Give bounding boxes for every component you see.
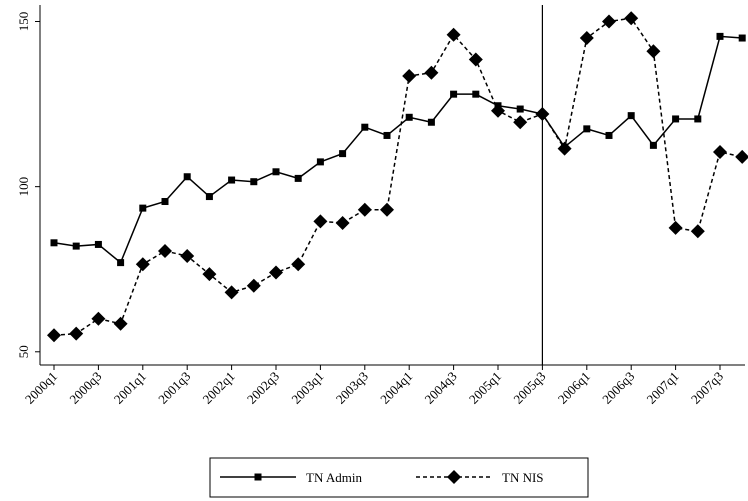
marker — [690, 224, 705, 239]
x-tick-label: 2005q3 — [510, 369, 548, 407]
marker — [269, 265, 283, 280]
marker — [335, 215, 350, 230]
marker — [646, 44, 661, 59]
marker — [205, 193, 213, 201]
marker — [405, 113, 413, 121]
marker — [361, 123, 369, 131]
legend-marker — [447, 470, 461, 484]
marker — [180, 249, 195, 264]
marker — [627, 112, 635, 120]
marker — [535, 106, 550, 121]
marker — [472, 90, 480, 98]
marker — [446, 27, 461, 42]
x-tick-label: 2003q1 — [288, 369, 326, 407]
marker — [383, 131, 391, 139]
marker — [50, 239, 58, 247]
marker — [380, 202, 394, 217]
legend-label: TN Admin — [306, 470, 362, 485]
marker — [254, 473, 262, 481]
marker — [605, 131, 613, 139]
marker — [735, 149, 748, 164]
marker — [161, 198, 169, 206]
x-tick-label: 2007q3 — [688, 369, 726, 407]
marker — [135, 257, 150, 272]
marker — [250, 178, 258, 186]
x-tick-label: 2003q3 — [333, 369, 371, 407]
marker — [402, 69, 417, 84]
marker — [246, 278, 261, 293]
x-tick-label: 2007q1 — [644, 369, 682, 407]
marker — [716, 32, 724, 40]
legend-label: TN NIS — [502, 470, 544, 485]
marker — [228, 176, 236, 184]
marker — [69, 326, 84, 341]
marker — [713, 144, 727, 159]
marker — [313, 214, 328, 229]
marker — [272, 168, 280, 176]
marker — [339, 150, 347, 158]
marker — [183, 173, 191, 181]
y-tick-label: 100 — [16, 177, 31, 197]
legend-box — [209, 457, 589, 498]
marker — [668, 220, 683, 235]
marker — [202, 267, 217, 282]
x-tick-label: 2002q1 — [200, 369, 238, 407]
x-tick-label: 2004q1 — [377, 369, 415, 407]
marker — [738, 34, 746, 42]
x-tick-label: 2005q1 — [466, 369, 504, 407]
x-tick-label: 2006q3 — [599, 369, 637, 407]
marker — [294, 174, 302, 182]
series-line — [53, 17, 743, 337]
marker — [113, 316, 128, 331]
marker — [694, 115, 702, 123]
marker — [72, 242, 80, 250]
marker — [579, 31, 594, 46]
x-tick-label: 2004q3 — [422, 369, 460, 407]
marker — [139, 204, 147, 212]
marker — [602, 14, 616, 29]
series-line — [53, 35, 743, 264]
marker — [357, 202, 372, 217]
marker — [513, 115, 528, 130]
x-tick-label: 2002q3 — [244, 369, 282, 407]
marker — [316, 158, 324, 166]
marker — [450, 90, 458, 98]
marker — [291, 257, 306, 272]
x-tick-label: 2000q3 — [66, 369, 104, 407]
marker — [158, 244, 172, 259]
marker — [468, 52, 483, 67]
x-tick-label: 2006q1 — [555, 369, 593, 407]
y-tick-label: 50 — [16, 345, 31, 358]
marker — [91, 311, 106, 326]
marker — [447, 470, 461, 484]
marker — [47, 328, 61, 343]
x-tick-label: 2001q3 — [155, 369, 193, 407]
x-tick-label: 2000q1 — [22, 369, 60, 407]
marker — [583, 125, 591, 133]
marker — [94, 240, 102, 248]
marker — [224, 285, 239, 300]
y-tick-label: 150 — [16, 12, 31, 32]
marker — [424, 65, 439, 80]
marker — [557, 141, 572, 156]
marker — [516, 105, 524, 113]
marker — [624, 11, 639, 26]
marker — [117, 259, 125, 267]
legend-marker — [254, 473, 262, 481]
marker — [491, 103, 505, 118]
marker — [649, 141, 657, 149]
marker — [672, 115, 680, 123]
x-tick-label: 2001q1 — [111, 369, 149, 407]
marker — [427, 118, 435, 126]
